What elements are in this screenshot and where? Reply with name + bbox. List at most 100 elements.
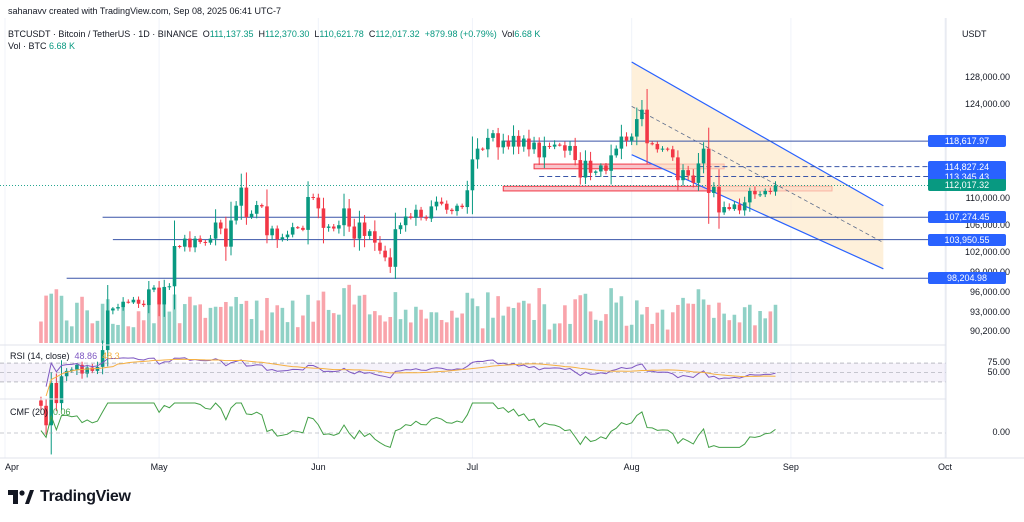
volume-bar bbox=[373, 311, 377, 343]
volume-bar bbox=[90, 323, 95, 343]
candle-body bbox=[522, 138, 526, 147]
volume-bar bbox=[172, 294, 177, 343]
cmf-value: 0.06 bbox=[53, 407, 71, 417]
candle-body bbox=[748, 190, 752, 203]
volume-bar bbox=[39, 321, 43, 343]
candle-body bbox=[491, 133, 495, 138]
candle-body bbox=[696, 163, 701, 183]
volume-bar bbox=[578, 295, 583, 343]
volume-bar bbox=[655, 312, 660, 343]
candle-body bbox=[270, 228, 274, 236]
chart-grid bbox=[4, 18, 946, 458]
channel-lower-line bbox=[631, 154, 884, 270]
volume-bar bbox=[635, 300, 639, 343]
volume-bar bbox=[152, 323, 156, 343]
volume-bar bbox=[408, 322, 413, 343]
candle-body bbox=[167, 286, 172, 288]
volume-bar bbox=[624, 325, 629, 343]
rsi-value: 48.86 bbox=[74, 351, 98, 361]
volume-bar bbox=[573, 299, 577, 343]
candle-body bbox=[188, 238, 192, 248]
candle-body bbox=[100, 350, 105, 367]
candle-body bbox=[486, 137, 490, 150]
volume-bars bbox=[39, 284, 778, 343]
candle-body bbox=[593, 171, 598, 173]
volume-bar bbox=[198, 304, 202, 343]
volume-bar bbox=[295, 327, 300, 343]
volume-bar bbox=[501, 315, 506, 343]
candle-body bbox=[650, 143, 655, 145]
indicator-axis-label: 0.00 bbox=[992, 427, 1010, 437]
candle-body bbox=[203, 241, 208, 243]
tradingview-logo-text: TradingView bbox=[40, 488, 131, 505]
tradingview-logo[interactable]: TradingView bbox=[8, 488, 131, 506]
volume-bar bbox=[342, 288, 346, 343]
volume-bar bbox=[147, 288, 151, 343]
symbol-title[interactable]: BTCUSDT · Bitcoin / TetherUS · 1D · BINA… bbox=[8, 29, 198, 39]
candle-body bbox=[131, 299, 136, 303]
volume-bar bbox=[768, 311, 773, 343]
price-axis-label: 99,000.00 bbox=[970, 267, 1010, 277]
volume-bar bbox=[393, 292, 398, 343]
volume-bar bbox=[244, 300, 249, 343]
candle-body bbox=[732, 204, 737, 210]
cmf-legend[interactable]: CMF (20) 0.06 bbox=[10, 407, 71, 417]
time-axis-label: Apr bbox=[5, 462, 19, 472]
volume-bar bbox=[732, 314, 737, 343]
candle-body bbox=[126, 301, 131, 303]
candle-body bbox=[275, 228, 280, 240]
candle-body bbox=[373, 231, 377, 243]
volume-bar bbox=[260, 330, 264, 343]
volume-bar bbox=[352, 304, 357, 343]
candle-body bbox=[157, 287, 161, 305]
volume-legend[interactable]: Vol · BTC 6.68 K bbox=[8, 41, 76, 51]
volume-bar bbox=[311, 321, 315, 343]
candle-body bbox=[357, 222, 362, 239]
candle-body bbox=[660, 148, 665, 150]
cmf-line bbox=[40, 402, 776, 449]
volume-bar bbox=[95, 320, 100, 343]
tradingview-logo-icon bbox=[8, 490, 34, 504]
candle-body bbox=[331, 226, 336, 229]
candle-body bbox=[234, 205, 238, 221]
candle-body bbox=[321, 208, 326, 228]
rsi-legend[interactable]: RSI (14, close) 48.86 48.3 bbox=[10, 351, 120, 361]
volume-bar bbox=[619, 296, 624, 343]
rsi-label: RSI (14, close) bbox=[10, 351, 70, 361]
volume-bar bbox=[552, 323, 557, 343]
volume-bar bbox=[588, 311, 593, 343]
candle-body bbox=[388, 257, 393, 267]
volume-bar bbox=[532, 319, 536, 343]
channel-upper-line bbox=[631, 61, 884, 207]
volume-bar bbox=[727, 320, 732, 343]
candle-body bbox=[162, 286, 167, 305]
candle-body bbox=[542, 145, 547, 158]
candle-body bbox=[501, 140, 506, 148]
candle-body bbox=[552, 144, 557, 147]
currency-label: USDT bbox=[962, 29, 987, 39]
volume-bar bbox=[362, 294, 367, 343]
level-badge: 107,274.45 bbox=[928, 211, 1006, 224]
volume-bar bbox=[696, 289, 701, 343]
volume-bar bbox=[331, 313, 336, 343]
candle-body bbox=[604, 165, 608, 171]
volume-bar bbox=[64, 320, 69, 343]
volume-bar bbox=[506, 306, 511, 343]
horizontal-levels bbox=[0, 140, 946, 279]
candle-body bbox=[516, 135, 521, 147]
volume-bar bbox=[583, 293, 588, 343]
price-axis-label: 93,000.00 bbox=[969, 307, 1010, 318]
candle-body bbox=[316, 197, 321, 209]
volume-bar bbox=[239, 303, 244, 343]
volume-bar bbox=[599, 320, 603, 343]
volume-bar bbox=[516, 302, 521, 343]
candle-body bbox=[393, 229, 398, 267]
volume-bar bbox=[753, 325, 757, 343]
volume-bar bbox=[378, 315, 382, 343]
candle-body bbox=[496, 133, 500, 148]
candle-body bbox=[424, 217, 428, 219]
volume-bar bbox=[650, 323, 655, 343]
candle-body bbox=[218, 222, 223, 229]
volume-bar bbox=[75, 302, 79, 343]
